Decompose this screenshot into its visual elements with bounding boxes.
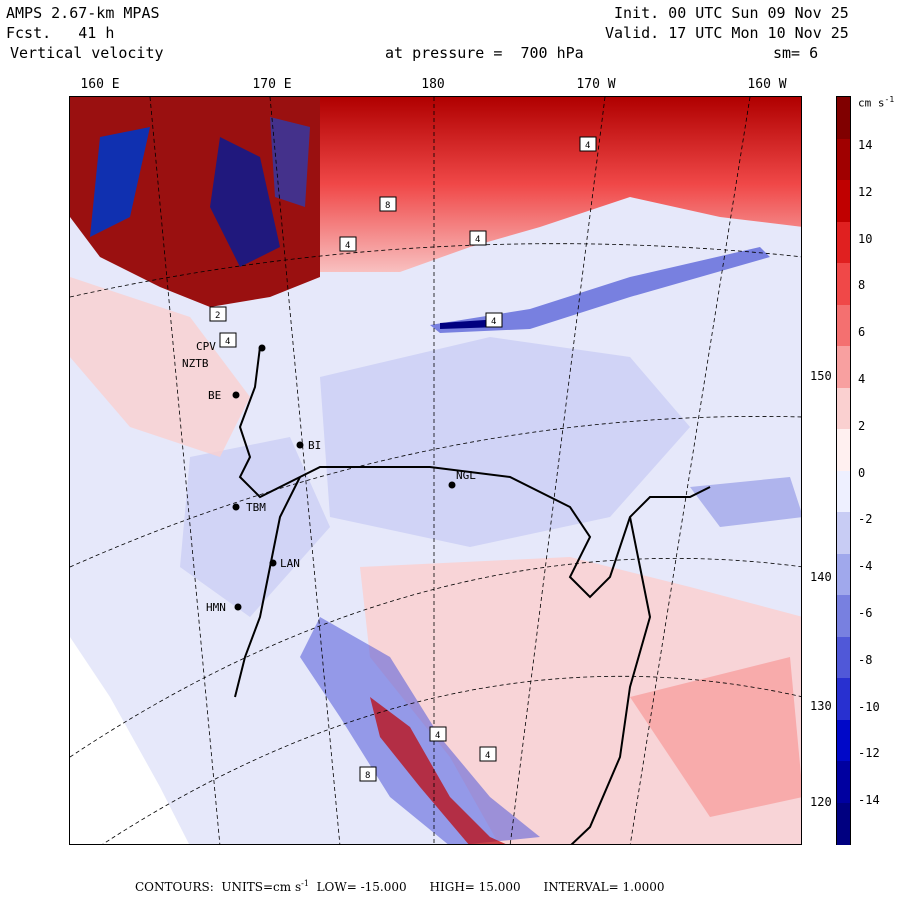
colorbar-segment — [837, 636, 850, 679]
svg-text:4: 4 — [485, 751, 490, 761]
descent-patch-3 — [270, 117, 310, 207]
svg-text:4: 4 — [585, 141, 590, 151]
model-title: AMPS 2.67-km MPAS — [6, 4, 160, 22]
colorbar-segment — [837, 512, 850, 554]
lon-label-160w: 160 W — [747, 77, 787, 92]
colorbar-tick-label: 2 — [858, 418, 866, 433]
station-lan[interactable]: LAN — [280, 557, 300, 570]
contour-labels: 4 4 4 8 4 2 4 4 4 8 — [209, 136, 597, 782]
valid-time: Valid. 17 UTC Mon 10 Nov 25 — [605, 24, 849, 42]
western-descent-area — [180, 437, 330, 617]
svg-text:8: 8 — [365, 771, 370, 781]
colorbar-segment — [837, 138, 850, 181]
pressure-value: 700 hPa — [520, 44, 584, 62]
colorbar-unit-exp: -1 — [884, 95, 895, 104]
colorbar-unit: cm s-1 — [858, 95, 894, 110]
station-tbm[interactable]: TBM — [246, 501, 266, 514]
svg-text:4: 4 — [345, 241, 350, 251]
out-of-domain-area — [70, 637, 189, 844]
fcst-value: 41 h — [78, 24, 115, 42]
colorbar-tick-label: 12 — [858, 184, 873, 199]
colorbar — [836, 96, 851, 845]
footer-interval: INTERVAL= 1.0000 — [543, 880, 665, 894]
descent-core — [440, 319, 500, 329]
colorbar-segment — [837, 553, 850, 596]
colorbar-tick-label: -2 — [858, 512, 873, 527]
colorbar-segment — [837, 387, 850, 430]
pressure-label: at pressure = — [385, 44, 503, 62]
colorbar-tick-label: 6 — [858, 325, 866, 340]
colorbar-segment — [837, 678, 850, 720]
colorbar-tick-label: -14 — [858, 793, 880, 808]
svg-text:2: 2 — [215, 311, 220, 321]
footer-high: HIGH= 15.000 — [429, 880, 521, 894]
footer-units: UNITS=cm s — [221, 880, 302, 894]
lon-label-170w: 170 W — [576, 77, 616, 92]
station-hmn[interactable]: HMN — [206, 601, 226, 614]
colorbar-tick-label: 10 — [858, 231, 873, 246]
svg-text:4: 4 — [491, 317, 496, 327]
colorbar-segment — [837, 97, 850, 139]
central-descent-area — [320, 337, 690, 547]
graticule — [70, 97, 801, 844]
western-ascent-area — [70, 277, 250, 457]
station-nztb[interactable]: NZTB — [182, 357, 209, 370]
init-time: Init. 00 UTC Sun 09 Nov 25 — [614, 4, 849, 22]
descent-patch-2 — [210, 137, 280, 267]
colorbar-segment — [837, 761, 850, 803]
colorbar-segment — [837, 221, 850, 264]
colorbar-segment — [837, 595, 850, 637]
svg-text:4: 4 — [225, 337, 230, 347]
forecast-hour-label: Fcst. 41 h — [6, 24, 114, 42]
smoothing-label: sm= 6 — [773, 44, 819, 62]
marie-byrd-land-field — [690, 477, 801, 527]
colorbar-segment — [837, 470, 850, 513]
northwest-descent-patch — [90, 127, 150, 237]
station-cpv[interactable]: CPV — [196, 340, 216, 353]
colorbar-segment — [837, 180, 850, 222]
northern-ascent-band — [300, 97, 801, 272]
descent-streak — [430, 247, 770, 333]
station-markers — [232, 344, 456, 611]
lon-label-170e: 170 E — [252, 77, 292, 92]
footer-units-exp: -1 — [301, 879, 309, 888]
colorbar-segment — [837, 802, 850, 845]
contour-info: CONTOURS: UNITS=cm s-1 LOW= -15.000 HIGH… — [135, 879, 665, 894]
colorbar-tick-label: -4 — [858, 559, 873, 574]
coastline — [234, 346, 711, 844]
colorbar-tick-label: 0 — [858, 465, 866, 480]
station-ngl[interactable]: NGL — [456, 469, 476, 482]
lon-label-180: 180 — [421, 77, 445, 92]
svg-text:4: 4 — [435, 731, 440, 741]
colorbar-segment — [837, 429, 850, 471]
station-be[interactable]: BE — [208, 389, 222, 402]
colorbar-unit-text: cm s — [858, 96, 885, 110]
colorbar-tick-label: -6 — [858, 606, 873, 620]
colorbar-tick-label: 8 — [858, 278, 866, 293]
map-canvas: 4 4 4 8 4 2 4 4 4 8 — [70, 97, 801, 844]
colorbar-tick-label: 14 — [858, 138, 873, 152]
colorbar-tick-label: -8 — [858, 652, 873, 667]
fcst-label: Fcst. — [6, 24, 52, 42]
colorbar-segment — [837, 346, 850, 388]
colorbar-tick-label: 4 — [858, 372, 866, 386]
mountain-ascent-streak — [370, 697, 506, 844]
svg-text:4: 4 — [475, 235, 480, 245]
lon-label-160e: 160 E — [80, 77, 120, 92]
transantarctic-mountains-field — [300, 617, 540, 844]
colorbar-tick-label: -12 — [858, 746, 880, 761]
colorbar-tick-label: -10 — [858, 699, 880, 714]
colorbar-segment — [837, 263, 850, 305]
colorbar-segment — [837, 719, 850, 762]
footer-low: LOW= -15.000 — [316, 880, 407, 894]
pressure-level: at pressure = 700 hPa — [385, 44, 584, 62]
vertical-velocity-map[interactable]: 4 4 4 8 4 2 4 4 4 8 — [69, 96, 802, 845]
station-bi[interactable]: BI — [308, 439, 322, 452]
footer-contours: CONTOURS: — [135, 880, 214, 894]
field-name: Vertical velocity — [10, 44, 164, 62]
southeast-ascent-patch — [630, 657, 801, 817]
svg-text:8: 8 — [385, 201, 390, 211]
colorbar-segment — [837, 304, 850, 347]
